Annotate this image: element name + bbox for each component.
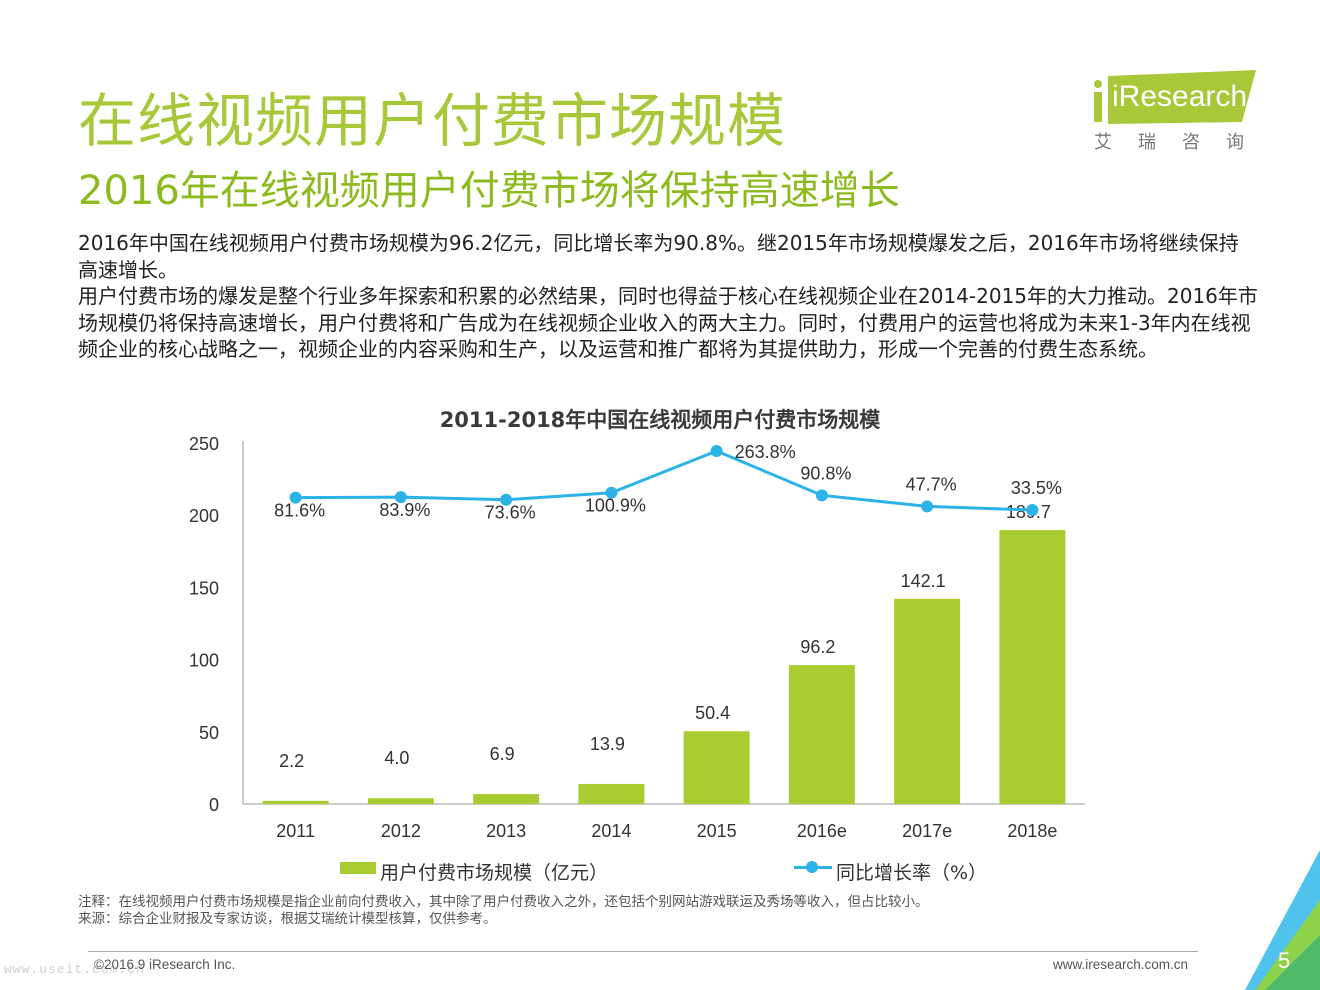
growth-rate-label: 81.6% bbox=[274, 501, 325, 521]
corner-decoration-icon bbox=[1245, 850, 1320, 990]
y-tick-label: 0 bbox=[209, 795, 219, 815]
growth-rate-label: 100.9% bbox=[585, 496, 646, 516]
page-title: 在线视频用户付费市场规模 bbox=[78, 87, 787, 155]
watermark: www.useit.com.cn bbox=[4, 962, 145, 977]
page-subtitle: 2016年在线视频用户付费市场将保持高速增长 bbox=[78, 168, 900, 214]
x-tick-label: 2016e bbox=[797, 821, 847, 841]
chart-source: 来源：综合企业财报及专家访谈，根据艾瑞统计模型核算，仅供参考。 bbox=[78, 911, 497, 927]
x-tick-label: 2014 bbox=[591, 821, 631, 841]
growth-rate-label: 33.5% bbox=[1011, 478, 1062, 498]
growth-rate-point bbox=[921, 500, 934, 513]
bar-value-label: 13.9 bbox=[590, 734, 625, 754]
description-para-1: 2016年中国在线视频用户付费市场规模为96.2亿元，同比增长率为90.8%。继… bbox=[78, 231, 1239, 282]
legend-bar-label: 用户付费市场规模（亿元） bbox=[380, 862, 609, 884]
bar-value-label: 142.1 bbox=[901, 571, 946, 591]
bar-value-label: 6.9 bbox=[490, 744, 515, 764]
bar bbox=[683, 731, 750, 804]
website: www.iresearch.com.cn bbox=[1052, 957, 1188, 972]
growth-rate-label: 83.9% bbox=[379, 500, 430, 520]
growth-rate-label: 47.7% bbox=[906, 474, 957, 494]
logo-subtitle: 艾瑞咨询 bbox=[1094, 132, 1270, 153]
y-tick-label: 250 bbox=[189, 434, 219, 454]
y-tick-label: 200 bbox=[189, 506, 219, 526]
logo-wordmark: iResearch bbox=[1112, 80, 1248, 113]
legend-line-label: 同比增长率（%） bbox=[836, 862, 988, 884]
growth-rate-point bbox=[500, 493, 513, 506]
x-tick-label: 2017e bbox=[902, 821, 952, 841]
growth-rate-label: 263.8% bbox=[735, 442, 796, 462]
bar bbox=[788, 665, 855, 804]
growth-rate-point bbox=[394, 491, 407, 504]
x-tick-label: 2018e bbox=[1007, 821, 1057, 841]
bar bbox=[262, 800, 329, 804]
bar-value-label: 4.0 bbox=[384, 748, 409, 768]
growth-rate-point bbox=[815, 489, 828, 502]
bar bbox=[578, 783, 645, 804]
growth-rate-point bbox=[1026, 504, 1039, 516]
chart-title: 2011-2018年中国在线视频用户付费市场规模 bbox=[439, 408, 881, 432]
x-tick-label: 2013 bbox=[486, 821, 526, 841]
y-tick-label: 150 bbox=[189, 578, 219, 598]
chart-note: 注释：在线视频用户付费市场规模是指企业前向付费收入，其中除了用户付费收入之外，还… bbox=[78, 894, 929, 910]
growth-rate-label: 90.8% bbox=[800, 463, 851, 483]
growth-rate-point bbox=[289, 491, 302, 504]
iresearch-logo: iResearch 艾瑞咨询 bbox=[1088, 70, 1260, 154]
y-tick-label: 50 bbox=[199, 723, 219, 743]
bar-value-label: 96.2 bbox=[800, 637, 835, 657]
footer-divider bbox=[88, 951, 1198, 952]
growth-rate-point bbox=[605, 486, 618, 499]
bar bbox=[999, 530, 1066, 804]
description: 2016年中国在线视频用户付费市场规模为96.2亿元，同比增长率为90.8%。继… bbox=[78, 230, 1258, 363]
x-tick-label: 2012 bbox=[381, 821, 421, 841]
x-tick-label: 2015 bbox=[697, 821, 737, 841]
page-number: 5 bbox=[1278, 948, 1291, 973]
bar bbox=[894, 598, 961, 804]
bar bbox=[367, 798, 434, 804]
bar-value-label: 2.2 bbox=[279, 751, 304, 771]
legend-bar-swatch bbox=[340, 862, 376, 874]
growth-rate-line bbox=[295, 449, 1033, 512]
description-para-2: 用户付费市场的爆发是整个行业多年探索和积累的必然结果，同时也得益于核心在线视频企… bbox=[78, 284, 1258, 361]
y-tick-label: 100 bbox=[189, 651, 219, 671]
logo-badge-icon bbox=[1094, 70, 1256, 124]
bar bbox=[473, 794, 540, 804]
bar-value-label: 50.4 bbox=[695, 703, 730, 723]
legend-line-dot bbox=[806, 861, 818, 873]
copyright: ©2016.9 iResearch Inc. bbox=[94, 957, 236, 972]
x-tick-label: 2011 bbox=[276, 821, 315, 841]
growth-rate-label: 73.6% bbox=[485, 503, 536, 523]
growth-rate-point bbox=[710, 445, 723, 457]
